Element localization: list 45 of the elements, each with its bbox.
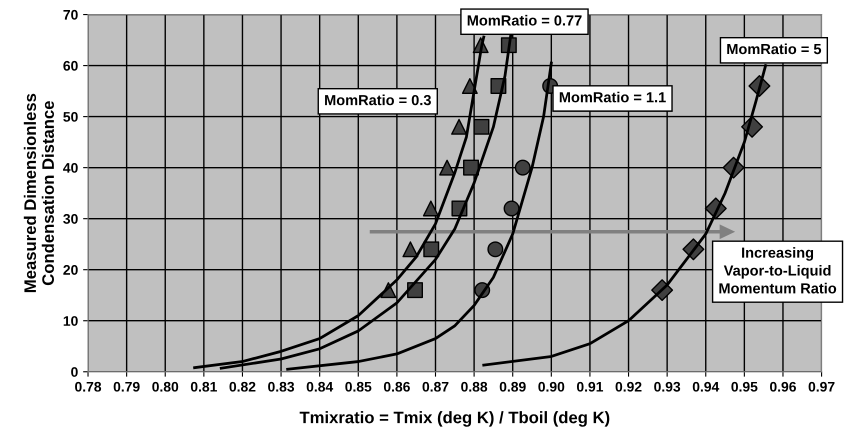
x-tick-label: 0.96: [770, 382, 796, 392]
x-tick-label: 0.86: [384, 382, 410, 392]
y-tick-label: 10: [64, 316, 78, 326]
y-tick-label: 50: [63, 112, 78, 122]
x-tick-label: 0.90: [538, 382, 564, 392]
annotation: MomRatio = 0.3: [325, 94, 431, 106]
x-tick-label: 0.93: [654, 382, 680, 392]
x-tick-label: 0.85: [345, 382, 372, 392]
annotation: MomRatio = 0.77: [468, 14, 582, 26]
x-axis-title: Tmixratio = Tmix (deg K) / Tboil (deg K): [300, 411, 610, 427]
y-tick-label: 20: [63, 265, 78, 275]
y-axis-title: Measured Dimensionless Condensation Distance: [24, 94, 54, 292]
x-tick-label: 0.79: [114, 382, 140, 392]
point: [473, 118, 490, 135]
y-tick-label: 30: [63, 214, 78, 224]
point: [402, 241, 418, 258]
x-tick-label: 0.83: [268, 382, 294, 392]
x-tick-label: 0.80: [152, 382, 178, 392]
point: [487, 241, 504, 258]
point: [423, 241, 440, 258]
x-tick-label: 0.97: [808, 382, 834, 392]
x-tick-label: 0.84: [306, 382, 334, 392]
annotation: MomRatio = 1.1: [560, 92, 666, 102]
y-tick-label: 60: [63, 60, 78, 71]
point: [422, 200, 439, 216]
annotation: MomRatio = 5: [727, 43, 822, 54]
x-tick-label: 0.92: [616, 382, 642, 392]
x-tick-label: 0.82: [229, 382, 256, 392]
point: [463, 160, 479, 176]
y-tick-label: 40: [63, 162, 78, 173]
x-tick-label: 0.94: [692, 382, 720, 392]
point: [514, 160, 531, 176]
x-tick-label: 0.89: [500, 382, 526, 392]
x-tick-label: 0.81: [190, 382, 217, 392]
y-tick-label: 70: [63, 10, 78, 20]
annotation: Increasing Vapor-to-Liquid Momentum Ratio: [719, 247, 836, 294]
x-tick-label: 0.78: [75, 382, 102, 392]
y-tick-label: 0: [71, 367, 78, 377]
x-tick-label: 0.95: [731, 382, 758, 392]
point: [504, 200, 520, 216]
point: [439, 160, 456, 176]
x-tick-label: 0.91: [576, 382, 604, 392]
point: [451, 118, 468, 135]
x-tick-label: 0.88: [461, 382, 488, 392]
x-tick-label: 0.87: [422, 382, 448, 392]
